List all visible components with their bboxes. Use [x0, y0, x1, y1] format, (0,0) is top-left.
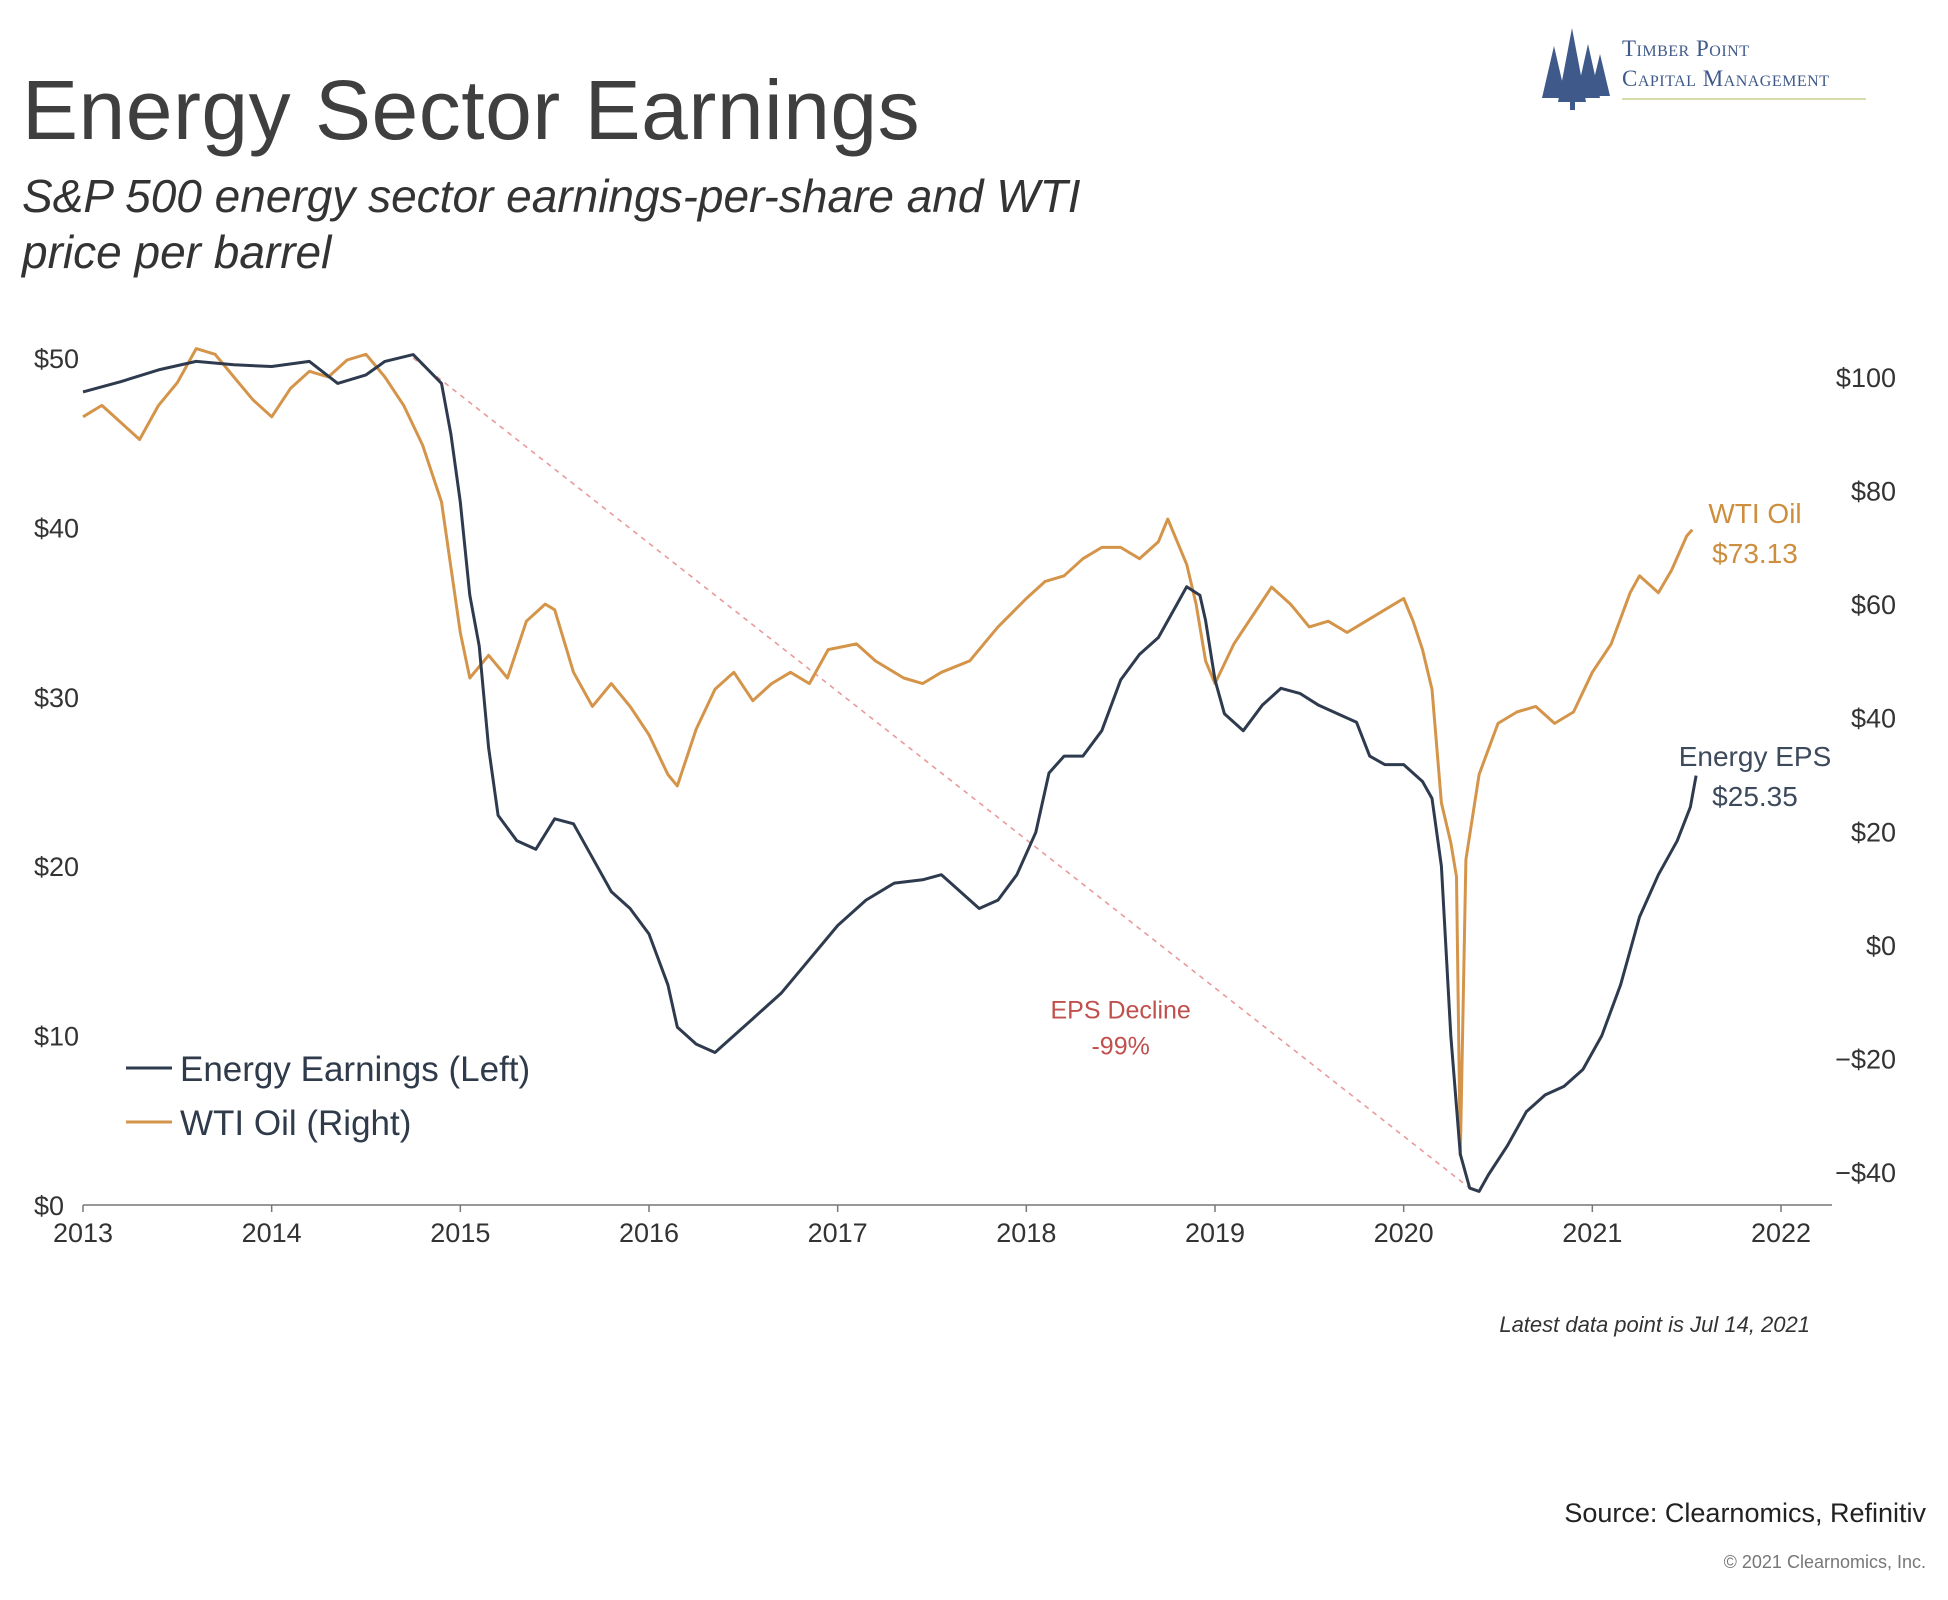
legend: Energy Earnings (Left) WTI Oil (Right) [126, 1050, 530, 1143]
right-tick-label: $0 [1866, 931, 1896, 961]
x-tick-label: 2018 [996, 1218, 1056, 1248]
right-tick-label: $40 [1851, 704, 1896, 734]
left-tick-label: $50 [34, 344, 79, 374]
eps-decline-annotation: EPS Decline -99% [1050, 997, 1190, 1061]
latest-data-note: Latest data point is Jul 14, 2021 [1499, 1312, 1810, 1337]
x-tick-label: 2016 [619, 1218, 679, 1248]
x-tick-label: 2020 [1374, 1218, 1434, 1248]
logo-line-2: Capital Management [1622, 66, 1830, 91]
pine-trees-icon [1542, 28, 1610, 110]
copyright: © 2021 Clearnomics, Inc. [1723, 1552, 1926, 1572]
x-tick-label: 2019 [1185, 1218, 1245, 1248]
logo-rule [1622, 98, 1866, 100]
energy-eps-end-value: $25.35 [1712, 781, 1798, 812]
wti-oil-end-label: WTI Oil $73.13 [1708, 498, 1801, 569]
energy-eps-end-name: Energy EPS [1679, 741, 1832, 772]
right-tick-label: $20 [1851, 817, 1896, 847]
logo [1542, 28, 1610, 110]
left-tick-label: $0 [34, 1191, 64, 1221]
x-tick-label: 2022 [1751, 1218, 1811, 1248]
left-tick-label: $30 [34, 683, 79, 713]
annotation-line-1: EPS Decline [1050, 997, 1190, 1025]
right-tick-label: $80 [1851, 477, 1896, 507]
x-tick-label: 2015 [430, 1218, 490, 1248]
annotation-line-2: -99% [1091, 1033, 1149, 1061]
wti-oil-end-name: WTI Oil [1708, 498, 1801, 529]
x-tick-label: 2014 [242, 1218, 302, 1248]
energy-eps-end-label: Energy EPS $25.35 [1679, 741, 1832, 812]
right-tick-label: −$40 [1835, 1158, 1896, 1188]
left-tick-label: $20 [34, 852, 79, 882]
x-tick-label: 2021 [1562, 1218, 1622, 1248]
right-axis-ticks: −$40 −$20 $0 $20 $40 $60 $80 $100 [1835, 363, 1896, 1188]
x-tick-label: 2017 [808, 1218, 868, 1248]
left-tick-label: $40 [34, 513, 79, 543]
page-title: Energy Sector Earnings [22, 63, 921, 157]
legend-label-wti-oil: WTI Oil (Right) [180, 1104, 411, 1143]
series-line-energy-earnings [82, 353, 1698, 1193]
x-tick-label: 2013 [53, 1218, 113, 1248]
wti-oil-end-value: $73.13 [1712, 538, 1798, 569]
x-axis-ticks: 2013 2014 2015 2016 2017 2018 2019 2020 2021 2022 [53, 1205, 1811, 1248]
eps-decline-trend-line [412, 357, 1471, 1189]
right-tick-label: $60 [1851, 590, 1896, 620]
series-line-wti-oil [82, 347, 1694, 1157]
page-subtitle: S&P 500 energy sector earnings-per-share… [22, 170, 1081, 278]
source-note: Source: Clearnomics, Refinitiv [1564, 1498, 1926, 1528]
left-tick-label: $10 [34, 1022, 79, 1052]
left-axis-ticks: $0 $10 $20 $30 $40 $50 [34, 344, 79, 1221]
right-tick-label: −$20 [1835, 1044, 1896, 1074]
logo-text: Timber Point Capital Management [1622, 34, 1829, 94]
legend-label-energy-earnings: Energy Earnings (Left) [180, 1050, 530, 1089]
right-tick-label: $100 [1836, 363, 1896, 393]
logo-line-1: Timber Point [1622, 36, 1750, 61]
